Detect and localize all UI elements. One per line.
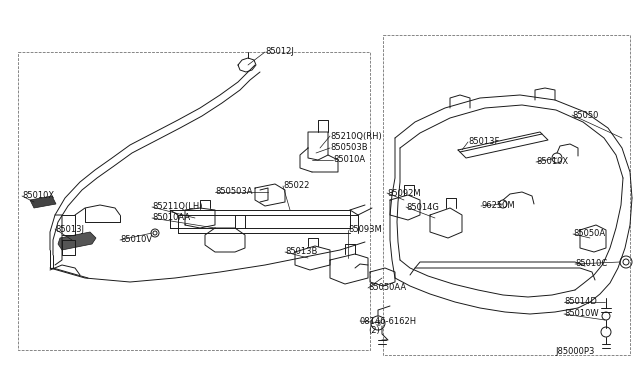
Text: 85012J: 85012J (265, 48, 294, 57)
Text: 85210Q(RH): 85210Q(RH) (330, 131, 381, 141)
Text: 85013F: 85013F (468, 138, 499, 147)
Text: 850503A: 850503A (215, 187, 253, 196)
Text: ③: ③ (374, 318, 381, 327)
Polygon shape (30, 196, 56, 208)
Text: 85013B: 85013B (285, 247, 317, 257)
Text: 85050AA: 85050AA (368, 283, 406, 292)
Text: 85010W: 85010W (564, 310, 598, 318)
Text: 85014G: 85014G (406, 202, 439, 212)
Text: 85014D: 85014D (564, 298, 597, 307)
Text: 85092M: 85092M (387, 189, 420, 198)
Text: 96250M: 96250M (481, 202, 515, 211)
Text: 85010V: 85010V (120, 235, 152, 244)
Text: 85010C: 85010C (575, 260, 607, 269)
Text: 08146-6162H: 08146-6162H (360, 317, 417, 326)
Text: 85211Q(LH): 85211Q(LH) (152, 202, 202, 212)
Text: 850503B: 850503B (330, 144, 367, 153)
Text: 85022: 85022 (283, 182, 309, 190)
Polygon shape (58, 232, 96, 250)
Text: 85010X: 85010X (536, 157, 568, 167)
Text: 85050: 85050 (572, 110, 598, 119)
Text: 85050A: 85050A (573, 230, 605, 238)
Text: 85093M: 85093M (348, 225, 381, 234)
Text: 85013J: 85013J (55, 224, 84, 234)
Text: 85010X: 85010X (22, 192, 54, 201)
Text: J85000P3: J85000P3 (555, 347, 595, 356)
Text: (2): (2) (368, 326, 380, 334)
Text: 85010AA: 85010AA (152, 214, 190, 222)
Text: 85010A: 85010A (333, 155, 365, 164)
